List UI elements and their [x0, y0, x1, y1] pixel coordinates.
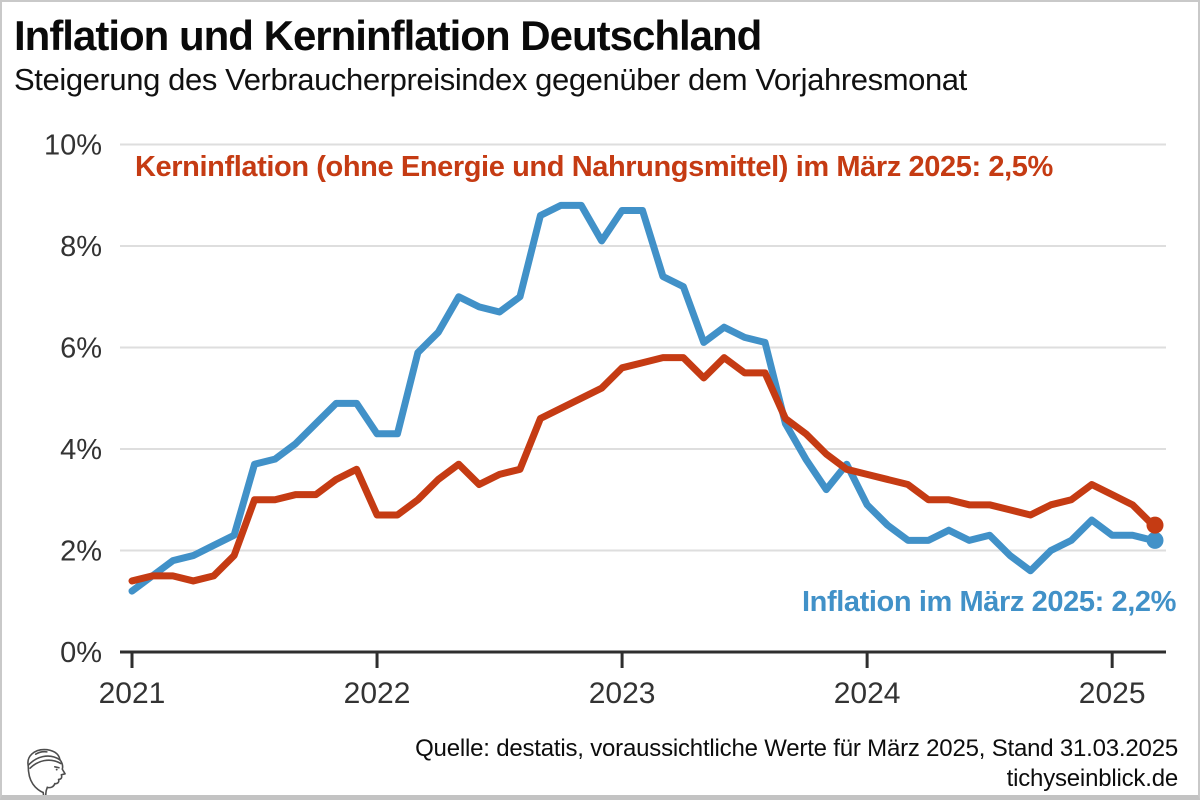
- page-title: Inflation und Kerninflation Deutschland: [14, 12, 762, 59]
- logo-cap-band-2: [29, 759, 62, 769]
- series-line-kerninflation: [128, 354, 1157, 585]
- x-tick-label-2024: 2024: [834, 677, 901, 710]
- logo-cap-hatch: [34, 750, 48, 755]
- annotation-inflation: Inflation im März 2025: 2,2%: [802, 586, 1176, 618]
- annotation-kerninflation: Kerninflation (ohne Energie und Nahrungs…: [135, 151, 1053, 183]
- y-tick-label-4%: 4%: [60, 434, 102, 466]
- y-tick-label-2%: 2%: [60, 536, 102, 568]
- logo-cap-band: [27, 755, 61, 767]
- logo-eye: [55, 768, 58, 771]
- series-line-inflation: [128, 201, 1157, 595]
- series-end-dot-inflation: [1146, 531, 1164, 549]
- page-subtitle: Steigerung des Verbraucherpreisindex geg…: [14, 62, 967, 97]
- x-tick-label-2022: 2022: [344, 677, 411, 710]
- logo-brow: [54, 766, 60, 769]
- series-end-dot-kerninflation: [1146, 516, 1164, 534]
- website-url: tichyseinblick.de: [1006, 765, 1179, 792]
- y-tick-label-10%: 10%: [44, 130, 102, 162]
- y-tick-label-8%: 8%: [60, 231, 102, 263]
- x-tick-label-2021: 2021: [99, 677, 166, 710]
- logo-face-profile: [46, 759, 66, 789]
- tichys-einblick-logo: [27, 748, 66, 795]
- y-tick-label-0%: 0%: [60, 637, 102, 669]
- x-tick-label-2025: 2025: [1079, 677, 1146, 710]
- x-tick-label-2023: 2023: [589, 677, 656, 710]
- y-tick-label-6%: 6%: [60, 333, 102, 365]
- logo-head-back: [27, 764, 44, 794]
- source-note: Quelle: destatis, voraussichtliche Werte…: [415, 735, 1178, 762]
- logo-cap: [27, 748, 61, 767]
- logo-neck-front: [44, 786, 49, 795]
